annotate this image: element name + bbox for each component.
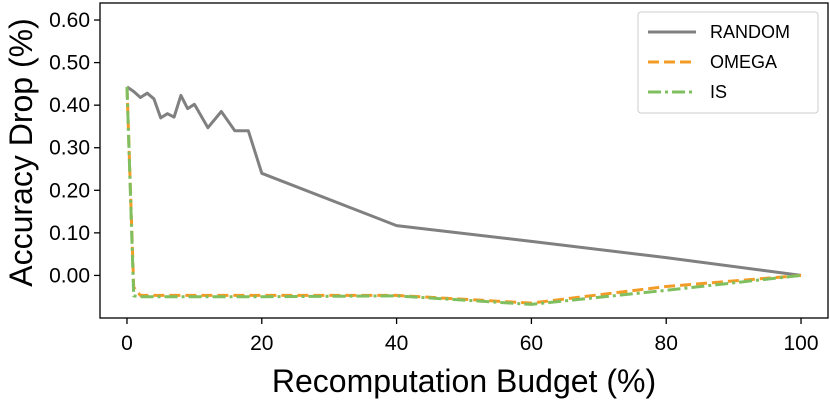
legend-label-omega: OMEGA xyxy=(710,52,777,72)
x-tick-label: 40 xyxy=(385,332,408,355)
x-tick-label: 60 xyxy=(520,332,543,355)
y-tick-label: 0.60 xyxy=(49,9,90,32)
y-tick-label: 0.00 xyxy=(49,264,90,287)
y-tick-label: 0.30 xyxy=(49,137,90,160)
x-axis-label: Recomputation Budget (%) xyxy=(272,363,656,399)
plot-lines xyxy=(125,85,802,306)
y-axis-ticks: 0.00 0.10 0.20 0.30 0.40 0.50 0.60 xyxy=(49,9,100,287)
y-tick-label: 0.20 xyxy=(49,179,90,202)
y-tick-label: 0.50 xyxy=(49,52,90,75)
y-tick-label: 0.10 xyxy=(49,222,90,245)
plot-frame xyxy=(99,2,829,319)
x-tick-label: 20 xyxy=(250,332,273,355)
series-line-is xyxy=(125,86,802,306)
series-line-random xyxy=(126,85,802,277)
legend: RANDOM OMEGA IS xyxy=(637,11,819,114)
legend-label-random: RANDOM xyxy=(710,22,790,42)
x-tick-label: 0 xyxy=(121,332,133,355)
legend-box xyxy=(637,11,819,114)
x-tick-label: 80 xyxy=(655,332,678,355)
y-tick-label: 0.40 xyxy=(49,94,90,117)
x-tick-label: 100 xyxy=(784,332,819,355)
x-axis-ticks: 0 20 40 60 80 100 xyxy=(121,318,819,355)
y-axis-label: Accuracy Drop (%) xyxy=(3,18,39,287)
legend-label-is: IS xyxy=(710,82,727,102)
